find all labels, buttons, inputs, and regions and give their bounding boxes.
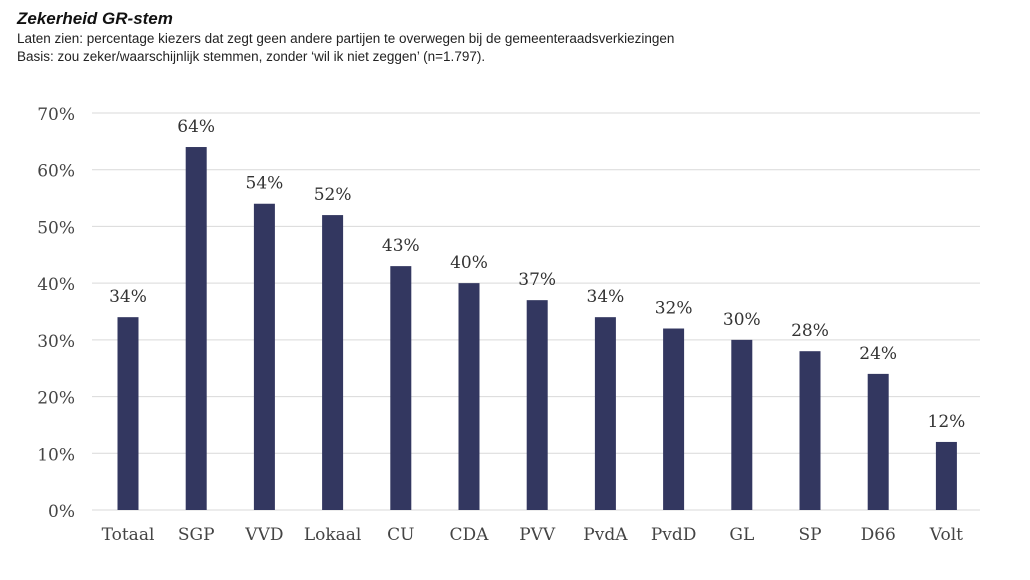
x-tick-label: CU (387, 525, 414, 545)
y-tick-label: 70% (37, 105, 75, 125)
chart-title: Zekerheid GR-stem (17, 9, 173, 28)
x-tick-label: PvdA (583, 525, 628, 545)
x-tick-label: VVD (244, 525, 283, 545)
y-tick-label: 10% (37, 445, 75, 465)
bar (731, 339, 753, 510)
bar (253, 203, 275, 510)
x-axis-categories: Totaal SGP VVD Lokaal CU CDA PVV PvdA PvdD GL SP D6… (102, 525, 964, 545)
chart-basis-note: Basis: zou zeker/waarschijnlijk stemmen,… (17, 49, 486, 64)
data-label: 40% (450, 253, 488, 273)
bars (117, 147, 957, 511)
bar (322, 215, 344, 511)
x-tick-label: GL (729, 525, 754, 545)
x-tick-label: PvdD (651, 525, 697, 545)
y-tick-label: 40% (37, 275, 75, 295)
x-tick-label: SGP (178, 525, 215, 545)
chart-subtitle: Laten zien: percentage kiezers dat zegt … (17, 31, 675, 46)
bar (935, 441, 957, 510)
bar (594, 317, 616, 510)
bar (526, 300, 548, 510)
data-label: 37% (518, 270, 556, 290)
x-tick-label: Volt (929, 525, 963, 545)
y-axis-ticks: 0% 10% 20% 30% 40% 50% 60% 70% (37, 105, 75, 522)
data-label: 12% (928, 412, 966, 432)
bar (390, 266, 412, 510)
data-label: 34% (587, 287, 625, 307)
data-label: 28% (791, 321, 829, 341)
chart-header: Zekerheid GR-stem Laten zien: percentage… (17, 8, 1017, 66)
y-tick-label: 60% (37, 162, 75, 182)
y-tick-label: 20% (37, 389, 75, 409)
x-tick-label: Lokaal (304, 525, 362, 545)
y-tick-label: 50% (37, 218, 75, 238)
bar (117, 317, 139, 510)
bar (867, 373, 889, 510)
bar (185, 147, 207, 510)
data-label: 32% (655, 299, 693, 319)
data-label: 30% (723, 310, 761, 330)
data-label: 52% (314, 185, 352, 205)
x-tick-label: SP (798, 525, 821, 545)
x-tick-label: D66 (861, 525, 896, 545)
data-label: 54% (246, 174, 284, 194)
x-tick-label: Totaal (102, 525, 155, 545)
value-labels: 34% 64% 54% 52% 43% 40% 37% 34% 32% 30% 28% 24% 12% (109, 117, 965, 432)
bar (458, 283, 480, 510)
data-label: 64% (177, 117, 215, 137)
y-tick-label: 30% (37, 332, 75, 352)
data-label: 34% (109, 287, 147, 307)
x-tick-label: PVV (519, 525, 556, 545)
bar (663, 328, 685, 510)
data-label: 43% (382, 236, 420, 256)
data-label: 24% (859, 344, 897, 364)
bar (799, 351, 821, 510)
y-tick-label: 0% (48, 502, 75, 522)
x-tick-label: CDA (450, 525, 490, 545)
